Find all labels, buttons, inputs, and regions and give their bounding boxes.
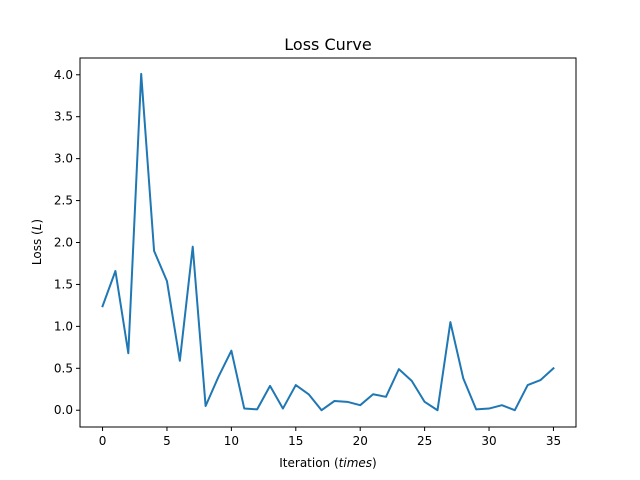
data-point xyxy=(282,408,283,409)
data-point xyxy=(205,406,206,407)
data-point xyxy=(424,401,425,402)
chart-title: Loss Curve xyxy=(284,35,371,54)
x-tick-label: 35 xyxy=(546,434,561,448)
data-point xyxy=(166,281,167,282)
x-axis-label-prefix: Iteration ( xyxy=(279,456,338,470)
y-tick-label: 0.5 xyxy=(54,361,73,375)
data-point xyxy=(308,394,309,395)
data-point xyxy=(398,369,399,370)
data-point xyxy=(527,385,528,386)
y-tick-label: 0.0 xyxy=(54,403,73,417)
data-point xyxy=(360,405,361,406)
data-point xyxy=(128,353,129,354)
y-axis-label-var: L xyxy=(30,224,44,231)
y-tick-label: 3.0 xyxy=(54,152,73,166)
data-point xyxy=(295,385,296,386)
y-tick-label: 2.5 xyxy=(54,194,73,208)
x-axis-label: Iteration (times) xyxy=(279,456,376,470)
data-point xyxy=(257,409,258,410)
data-point xyxy=(179,360,180,361)
series-layer xyxy=(101,72,555,412)
data-point xyxy=(411,380,412,381)
y-tick-label: 4.0 xyxy=(54,68,73,82)
y-tick-label: 3.5 xyxy=(54,110,73,124)
x-tick-label: 15 xyxy=(288,434,303,448)
data-point xyxy=(141,73,142,74)
y-axis-label-prefix: Loss ( xyxy=(30,230,44,265)
x-axis: 0 5 10 15 20 25 30 35 xyxy=(99,427,561,448)
data-point xyxy=(321,410,322,411)
data-point xyxy=(540,380,541,381)
data-point xyxy=(115,271,116,272)
data-point xyxy=(501,405,502,406)
data-point xyxy=(476,409,477,410)
y-axis-label: Loss (L) xyxy=(30,219,44,265)
data-point xyxy=(450,322,451,323)
data-point xyxy=(102,306,103,307)
x-axis-label-var: times xyxy=(339,456,372,470)
data-point xyxy=(553,368,554,369)
x-tick-label: 30 xyxy=(481,434,496,448)
data-point xyxy=(385,396,386,397)
x-tick-label: 0 xyxy=(99,434,107,448)
x-tick-label: 20 xyxy=(353,434,368,448)
y-axis-label-suffix: ) xyxy=(30,219,44,224)
data-point xyxy=(489,408,490,409)
x-tick-label: 10 xyxy=(224,434,239,448)
data-point xyxy=(231,350,232,351)
data-point xyxy=(373,394,374,395)
x-tick-label: 25 xyxy=(417,434,432,448)
data-point xyxy=(270,385,271,386)
data-point xyxy=(437,410,438,411)
x-tick-label: 5 xyxy=(163,434,171,448)
data-point xyxy=(244,408,245,409)
x-axis-label-suffix: ) xyxy=(372,456,377,470)
data-point xyxy=(334,401,335,402)
data-point xyxy=(514,410,515,411)
y-tick-label: 1.5 xyxy=(54,277,73,291)
data-point xyxy=(154,250,155,251)
y-tick-label: 2.0 xyxy=(54,236,73,250)
data-point xyxy=(463,378,464,379)
data-point xyxy=(218,376,219,377)
data-point xyxy=(192,246,193,247)
series-line-loss xyxy=(101,72,555,412)
y-tick-label: 1.0 xyxy=(54,319,73,333)
y-axis: 0.0 0.5 1.0 1.5 2.0 2.5 3.0 3.5 4.0 xyxy=(54,68,80,417)
data-point xyxy=(347,401,348,402)
